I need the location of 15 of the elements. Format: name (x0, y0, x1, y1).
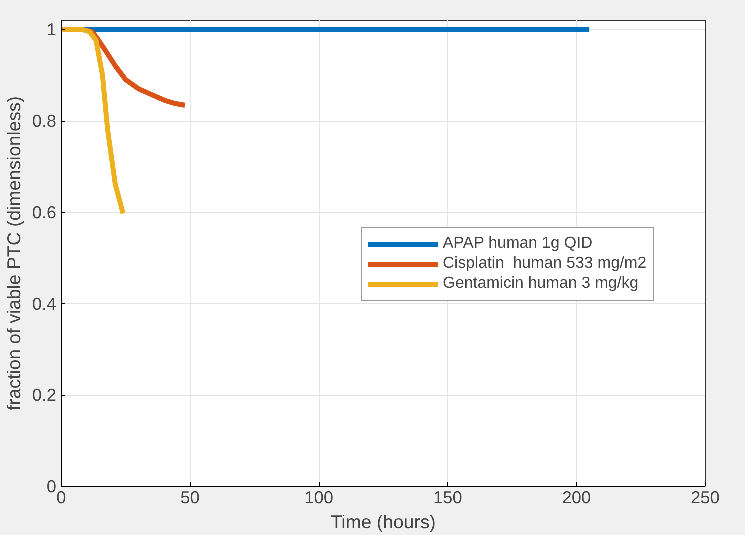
x-tick-label: 200 (562, 488, 592, 508)
y-tick-label: 0.8 (32, 111, 57, 132)
y-tick-label: 0.4 (32, 294, 57, 314)
legend-label: Gentamicin human 3 mg/kg (443, 275, 639, 293)
y-tick-label: 0.6 (32, 202, 57, 222)
x-tick-label: 50 (180, 488, 200, 508)
x-tick-label: 150 (433, 488, 462, 508)
x-tick-label: 100 (304, 488, 334, 508)
y-tick-label: 1 (46, 20, 57, 40)
x-axis-title: Time (hours) (330, 512, 436, 532)
y-tick-label: 0.2 (32, 385, 57, 406)
legend-label: Cisplatin human 533 mg/m2 (443, 255, 647, 273)
legend-label: APAP human 1g QID (443, 235, 593, 253)
y-axis-title: fraction of viable PTC (dimensionless) (3, 96, 24, 411)
x-tick-label: 250 (691, 488, 720, 508)
